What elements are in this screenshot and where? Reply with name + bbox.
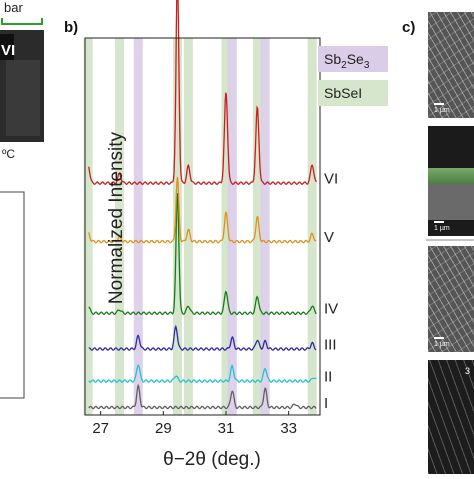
substrate-layer xyxy=(428,184,474,220)
legend: Sb2Se3 SbSeI xyxy=(318,46,388,106)
sem-image-2: 1 µm xyxy=(428,126,474,236)
sbsei-band-3 xyxy=(183,38,193,415)
sbsei-band-1 xyxy=(114,38,124,415)
series-label-IV: IV xyxy=(324,301,338,318)
sem-image-3: 1 µm xyxy=(428,246,474,352)
panel-c-label-layer: c) xyxy=(402,19,474,241)
series-label-VI: VI xyxy=(324,170,338,187)
x-axis-label: θ−2θ (deg.) xyxy=(163,449,261,470)
sbsei-band-4 xyxy=(221,38,231,415)
y-axis-label: Normalized Intensity xyxy=(106,131,127,304)
series-label-II: II xyxy=(324,368,332,385)
series-III xyxy=(88,324,317,351)
x-tick-label-3: 33 xyxy=(280,420,297,437)
panel-label-c: c) xyxy=(402,19,415,36)
reference-bands xyxy=(83,38,317,415)
inset-plot-frame xyxy=(0,191,25,399)
sem-texture-3 xyxy=(428,246,474,352)
x-axis-ticks: 27 29 31 33 xyxy=(92,411,297,437)
x-tick-label-2: 31 xyxy=(218,420,235,437)
scale-label-1: 1 µm xyxy=(434,107,450,114)
legend-swatch-1 xyxy=(318,80,388,106)
bar-text: bar xyxy=(4,0,23,15)
sbsei-band-2 xyxy=(172,38,182,415)
scale-bar-2 xyxy=(434,221,444,223)
left-fragment-graphic: bar VI ºC xyxy=(0,0,44,399)
photo-label-box xyxy=(0,34,14,60)
series-VI xyxy=(88,0,317,186)
series-II xyxy=(88,364,317,383)
scale-bar-1 xyxy=(434,103,444,105)
series-I xyxy=(88,383,317,410)
sem-image-4: 3 xyxy=(428,360,474,474)
series-label-I: I xyxy=(324,395,328,412)
scale-bar-3 xyxy=(434,337,444,339)
sem-image-1: 1 µm xyxy=(428,12,474,118)
series-label-V: V xyxy=(324,229,334,246)
x-tick-label-0: 27 xyxy=(92,420,109,437)
data-series xyxy=(88,0,317,410)
sbsei-band-6 xyxy=(307,38,317,415)
sem-texture-4 xyxy=(428,360,474,474)
legend-swatch-0 xyxy=(318,46,388,72)
panel-label-b: b) xyxy=(64,19,78,36)
scale-label-3: 1 µm xyxy=(434,341,450,348)
right-panel-fragment: c) 1 µm 1 µm 1 µm 3 xyxy=(400,0,474,474)
sample-film xyxy=(6,60,40,136)
sb2se3-band-2 xyxy=(260,38,270,415)
x-tick-label-1: 29 xyxy=(155,420,172,437)
plot-frame xyxy=(84,37,321,416)
series-V xyxy=(88,176,317,244)
series-label-III: III xyxy=(324,336,337,353)
scale-label-2: 1 µm xyxy=(434,225,450,232)
bracket-mark xyxy=(1,18,43,25)
sem-texture-1 xyxy=(428,12,474,118)
sample-roman-label: VI xyxy=(1,42,15,59)
film-cross-section-layer xyxy=(428,168,474,184)
sb2se3-band-1 xyxy=(227,38,237,415)
legend-label-1: SbSeI xyxy=(324,85,362,101)
sbsei-band-0 xyxy=(83,38,93,415)
partial-label: 3 xyxy=(464,366,470,376)
series-IV xyxy=(88,193,317,316)
temperature-label: ºC xyxy=(2,147,15,161)
sbsei-band-5 xyxy=(252,38,262,415)
left-panel-fragment: bar VI ºC xyxy=(0,0,52,474)
legend-label-0: Sb2Se3 xyxy=(324,51,370,71)
sb2se3-band-0 xyxy=(133,38,143,415)
